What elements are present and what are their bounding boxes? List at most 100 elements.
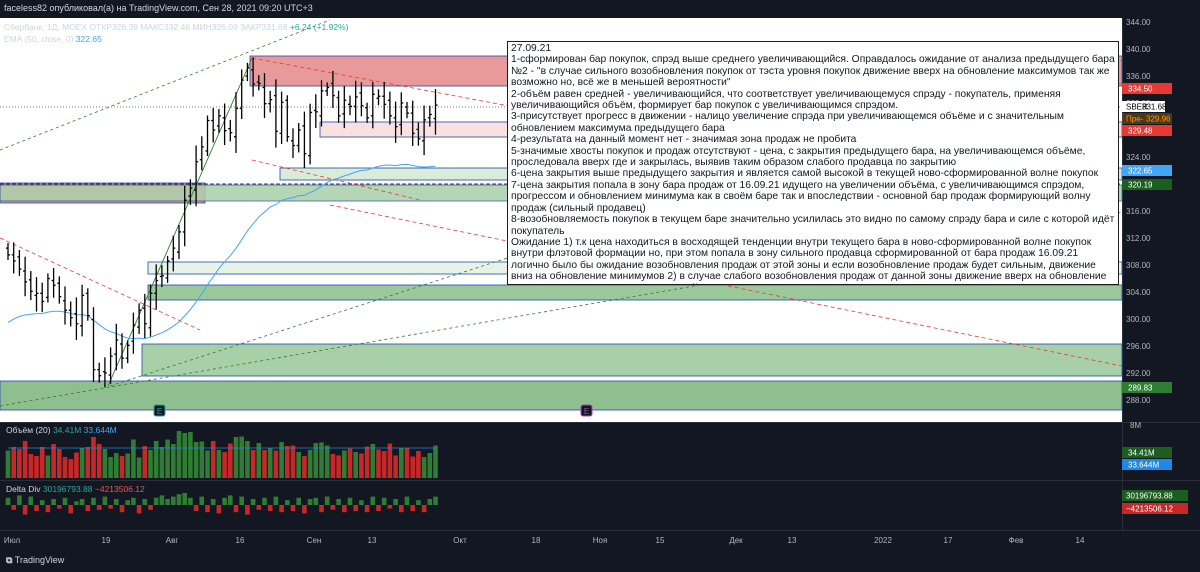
ohlc-bars[interactable] (6, 57, 438, 388)
delta-bar[interactable] (433, 496, 438, 505)
ohlc-bar[interactable] (285, 95, 290, 142)
ohlc-bar[interactable] (63, 286, 67, 325)
delta-bar[interactable] (370, 496, 376, 505)
delta-bar[interactable] (210, 499, 216, 505)
volume-bar[interactable] (421, 457, 427, 478)
volume-bars[interactable] (5, 431, 438, 479)
delta-bar[interactable] (250, 499, 256, 505)
delta-bar[interactable] (74, 501, 79, 505)
ohlc-bar[interactable] (142, 293, 147, 339)
sell-trend-line[interactable] (251, 159, 421, 201)
ohlc-bar[interactable] (216, 108, 221, 133)
volume-bar[interactable] (267, 448, 273, 478)
volume-bar[interactable] (370, 444, 376, 478)
ohlc-bar[interactable] (256, 75, 261, 91)
delta-bar[interactable] (182, 493, 187, 505)
volume-bar[interactable] (68, 459, 73, 478)
volume-bar[interactable] (330, 454, 336, 478)
ohlc-bar[interactable] (228, 119, 233, 142)
delta-bar[interactable] (393, 499, 398, 505)
ohlc-bar[interactable] (17, 249, 22, 276)
ohlc-bar[interactable] (410, 100, 415, 146)
ohlc-bar[interactable] (159, 265, 164, 288)
volume-bar[interactable] (313, 443, 319, 478)
volume-bar[interactable] (119, 456, 125, 478)
ohlc-bar[interactable] (182, 185, 187, 247)
ohlc-bar[interactable] (6, 243, 10, 260)
ohlc-bar[interactable] (359, 82, 364, 117)
delta-bar[interactable] (245, 505, 250, 515)
delta-bar[interactable] (91, 497, 96, 505)
volume-bar[interactable] (5, 450, 11, 479)
ohlc-bar[interactable] (34, 277, 39, 312)
ohlc-bar[interactable] (302, 111, 307, 168)
ohlc-bar[interactable] (393, 101, 398, 143)
delta-bar[interactable] (256, 505, 262, 510)
volume-bar[interactable] (416, 451, 421, 478)
volume-bar[interactable] (336, 455, 341, 479)
ema-line[interactable] (7, 163, 436, 340)
volume-bar[interactable] (228, 443, 233, 479)
delta-bar[interactable] (307, 499, 313, 505)
delta-bar[interactable] (279, 505, 284, 513)
delta-bar[interactable] (148, 505, 153, 510)
delta-bar[interactable] (199, 496, 205, 505)
delta-bar[interactable] (176, 494, 182, 505)
delta-bar[interactable] (330, 505, 336, 510)
ohlc-bar[interactable] (68, 301, 73, 327)
ohlc-bar[interactable] (291, 128, 295, 159)
volume-bar[interactable] (131, 439, 136, 479)
volume-bar[interactable] (165, 439, 170, 479)
volume-bar[interactable] (216, 450, 222, 478)
time-axis[interactable] (0, 530, 1122, 552)
ohlc-bar[interactable] (171, 235, 176, 272)
ohlc-bar[interactable] (102, 357, 107, 388)
delta-legend[interactable]: Delta Div 30196793.88 −4213506.12 (6, 484, 145, 494)
volume-bar[interactable] (108, 457, 113, 478)
volume-bar[interactable] (79, 448, 85, 478)
volume-bar[interactable] (262, 450, 267, 478)
volume-bar[interactable] (410, 456, 415, 479)
ohlc-bar[interactable] (51, 268, 56, 298)
ohlc-bar[interactable] (353, 80, 358, 123)
delta-bar[interactable] (353, 505, 358, 511)
buy-zone[interactable] (147, 284, 1123, 301)
volume-bar[interactable] (142, 446, 148, 478)
volume-bar[interactable] (233, 437, 239, 478)
volume-bar[interactable] (279, 442, 284, 478)
ohlc-bar[interactable] (11, 242, 16, 274)
volume-bar[interactable] (381, 451, 387, 478)
ohlc-bar[interactable] (177, 225, 181, 260)
delta-bar[interactable] (136, 505, 142, 514)
ohlc-bar[interactable] (296, 123, 301, 153)
delta-bar[interactable] (285, 500, 290, 505)
volume-bar[interactable] (11, 447, 16, 478)
volume-legend[interactable]: Объём (20) 34.41M 33.644M (6, 425, 117, 435)
ohlc-bar[interactable] (154, 264, 159, 310)
delta-bar[interactable] (11, 505, 16, 510)
delta-bar[interactable] (410, 505, 415, 511)
ohlc-bar[interactable] (416, 122, 421, 146)
delta-bar[interactable] (62, 497, 68, 505)
ohlc-bar[interactable] (342, 85, 347, 129)
volume-bar[interactable] (404, 448, 410, 478)
delta-bar[interactable] (17, 495, 22, 505)
volume-bar[interactable] (205, 450, 210, 479)
ohlc-bar[interactable] (205, 115, 210, 156)
volume-bar[interactable] (62, 457, 68, 478)
ohlc-bar[interactable] (376, 89, 381, 106)
ohlc-bar[interactable] (427, 105, 432, 127)
volume-bar[interactable] (256, 443, 262, 478)
sell-trend-line[interactable] (0, 237, 201, 331)
volume-bar[interactable] (28, 454, 34, 478)
delta-bar[interactable] (336, 499, 341, 505)
ohlc-bar[interactable] (268, 90, 273, 113)
delta-bar[interactable] (376, 505, 381, 511)
ohlc-bar[interactable] (399, 92, 404, 136)
volume-bar[interactable] (285, 446, 290, 478)
delta-bar[interactable] (22, 505, 28, 515)
delta-bar[interactable] (381, 497, 387, 505)
delta-bar[interactable] (387, 505, 393, 509)
delta-bar[interactable] (302, 505, 307, 514)
ohlc-bar[interactable] (211, 108, 216, 143)
